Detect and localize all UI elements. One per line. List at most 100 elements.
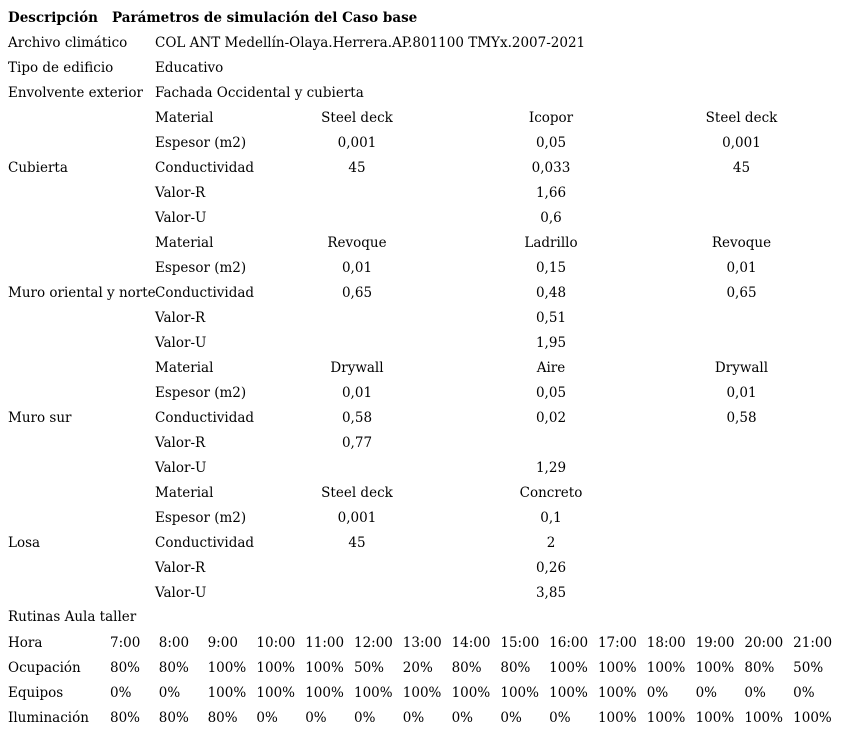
property-value: 1,66	[535, 184, 567, 201]
property-value: Drywall	[330, 359, 384, 376]
routine-value: 100%	[305, 659, 344, 676]
construction-table: Material Steel deck Icopor Steel deck Espeso…	[8, 105, 843, 605]
routine-value: 0%	[402, 709, 425, 726]
property-value: 0,6	[540, 209, 562, 226]
hours-row-label: Hora	[8, 634, 43, 651]
routine-row: Iluminación 80% 80% 80% 0% 0% 0% 0% 0% 0% 0% 100% 10…	[8, 705, 843, 730]
table-row: Material Revoque Ladrillo Revoque	[8, 230, 843, 255]
routine-value: 0%	[451, 709, 473, 726]
property-label: Espesor (m2)	[155, 134, 247, 151]
property-value: 0,65	[341, 284, 373, 301]
table-row: Espesor (m2) 0,01 0,05 0,01	[8, 380, 843, 405]
routine-value: 100%	[256, 659, 295, 676]
table-row: Espesor (m2) 0,01 0,15 0,01	[8, 255, 843, 280]
property-value: Steel deck	[705, 109, 778, 126]
title-label: Descripción	[8, 9, 98, 26]
table-row: Valor-U 3,85	[8, 580, 843, 605]
property-value: Drywall	[714, 359, 769, 376]
table-row: Valor-R 1,66	[8, 180, 843, 205]
property-value: 0,05	[535, 384, 567, 401]
property-label: Material	[155, 234, 214, 251]
property-value: 0,01	[726, 384, 757, 401]
routine-value: 100%	[744, 709, 783, 726]
routine-value: 100%	[793, 709, 832, 726]
property-label: Valor-U	[155, 209, 207, 226]
property-label: Material	[155, 359, 214, 376]
property-label: Material	[155, 109, 214, 126]
table-row: Material Drywall Aire Drywall	[8, 355, 843, 380]
info-row: Envolvente exterior Fachada Occidental y …	[8, 80, 843, 105]
routine-value: 80%	[110, 659, 141, 676]
table-row: Valor-U 0,6	[8, 205, 843, 230]
title-text: Parámetros de simulación del Caso base	[112, 9, 418, 26]
routine-value: 0%	[793, 684, 815, 701]
property-value: 0,77	[341, 434, 373, 451]
property-label: Material	[155, 484, 214, 501]
routine-value: 0%	[353, 709, 376, 726]
property-value: Revoque	[327, 234, 387, 251]
property-label: Espesor (m2)	[155, 509, 247, 526]
info-row: Tipo de edificio Educativo	[8, 55, 843, 80]
property-label: Valor-R	[155, 434, 206, 451]
routine-value: 100%	[207, 659, 247, 676]
property-value: 0,001	[722, 134, 761, 151]
property-label: Valor-U	[155, 459, 207, 476]
routine-row-label: Ocupación	[8, 659, 81, 676]
property-label: Valor-U	[155, 334, 207, 351]
property-value: 0,01	[726, 259, 757, 276]
table-row: Valor-R 0,51	[8, 305, 843, 330]
property-value: Steel deck	[321, 109, 393, 126]
routine-value: 0%	[500, 709, 522, 726]
property-value: 1,29	[535, 459, 567, 476]
routine-value: 100%	[597, 684, 637, 701]
hour-value: 13:00	[402, 634, 442, 651]
routine-value: 20%	[402, 659, 433, 676]
routine-value: 0%	[744, 684, 766, 701]
property-value: 45	[732, 159, 751, 176]
property-value: 1,95	[535, 334, 567, 351]
hour-value: 14:00	[451, 634, 491, 651]
routine-value: 0%	[256, 709, 278, 726]
property-value: Revoque	[711, 234, 772, 251]
property-label: Conductividad	[155, 534, 255, 551]
routine-value: 100%	[549, 684, 588, 701]
routine-value: 100%	[256, 684, 295, 701]
property-value: 0,033	[531, 159, 571, 176]
routine-row-label: Iluminación	[8, 709, 89, 726]
routine-value: 100%	[597, 709, 637, 726]
hour-value: 10:00	[256, 634, 296, 651]
routine-value: 100%	[646, 709, 686, 726]
hours-header-row: Hora 7:00 8:00 9:00 10:00 11:00 12:00 13:00 14:0…	[8, 630, 843, 655]
routine-value: 80%	[158, 659, 189, 676]
property-value: 0,58	[341, 409, 373, 426]
property-label: Conductividad	[155, 409, 255, 426]
hour-value: 7:00	[110, 634, 141, 651]
routine-value: 100%	[695, 659, 735, 676]
info-row-label: Envolvente exterior	[8, 84, 144, 101]
info-rows: Archivo climático COL ANT Medellín-Olaya.…	[8, 30, 843, 105]
property-value: Concreto	[519, 484, 583, 501]
table-row: Muro sur Conductividad 0,58 0,02 0,58	[8, 405, 843, 430]
property-label: Conductividad	[155, 284, 255, 301]
routine-value: 80%	[500, 659, 531, 676]
routine-value: 100%	[695, 709, 735, 726]
routine-value: 80%	[207, 709, 238, 726]
info-row-value: Fachada Occidental y cubierta	[155, 84, 364, 101]
property-label: Conductividad	[155, 159, 255, 176]
property-label: Valor-R	[155, 559, 206, 576]
property-value: 45	[348, 534, 366, 551]
property-value: 0,15	[535, 259, 567, 276]
routine-value: 100%	[500, 684, 539, 701]
routine-row: Equipos 0% 0% 100% 100% 100% 100% 100% 100% 100% 1…	[8, 680, 843, 705]
routine-value: 0%	[110, 684, 132, 701]
property-value: 2	[546, 534, 556, 551]
table-row: Valor-U 1,29	[8, 455, 843, 480]
property-value: Icopor	[528, 109, 574, 126]
routine-value: 50%	[793, 659, 824, 676]
document-title-row: Descripción Parámetros de simulación del…	[8, 5, 843, 30]
hour-value: 17:00	[597, 634, 637, 651]
property-label: Espesor (m2)	[155, 259, 247, 276]
table-row: Cubierta Conductividad 45 0,033 45	[8, 155, 843, 180]
property-value: Aire	[536, 359, 566, 376]
